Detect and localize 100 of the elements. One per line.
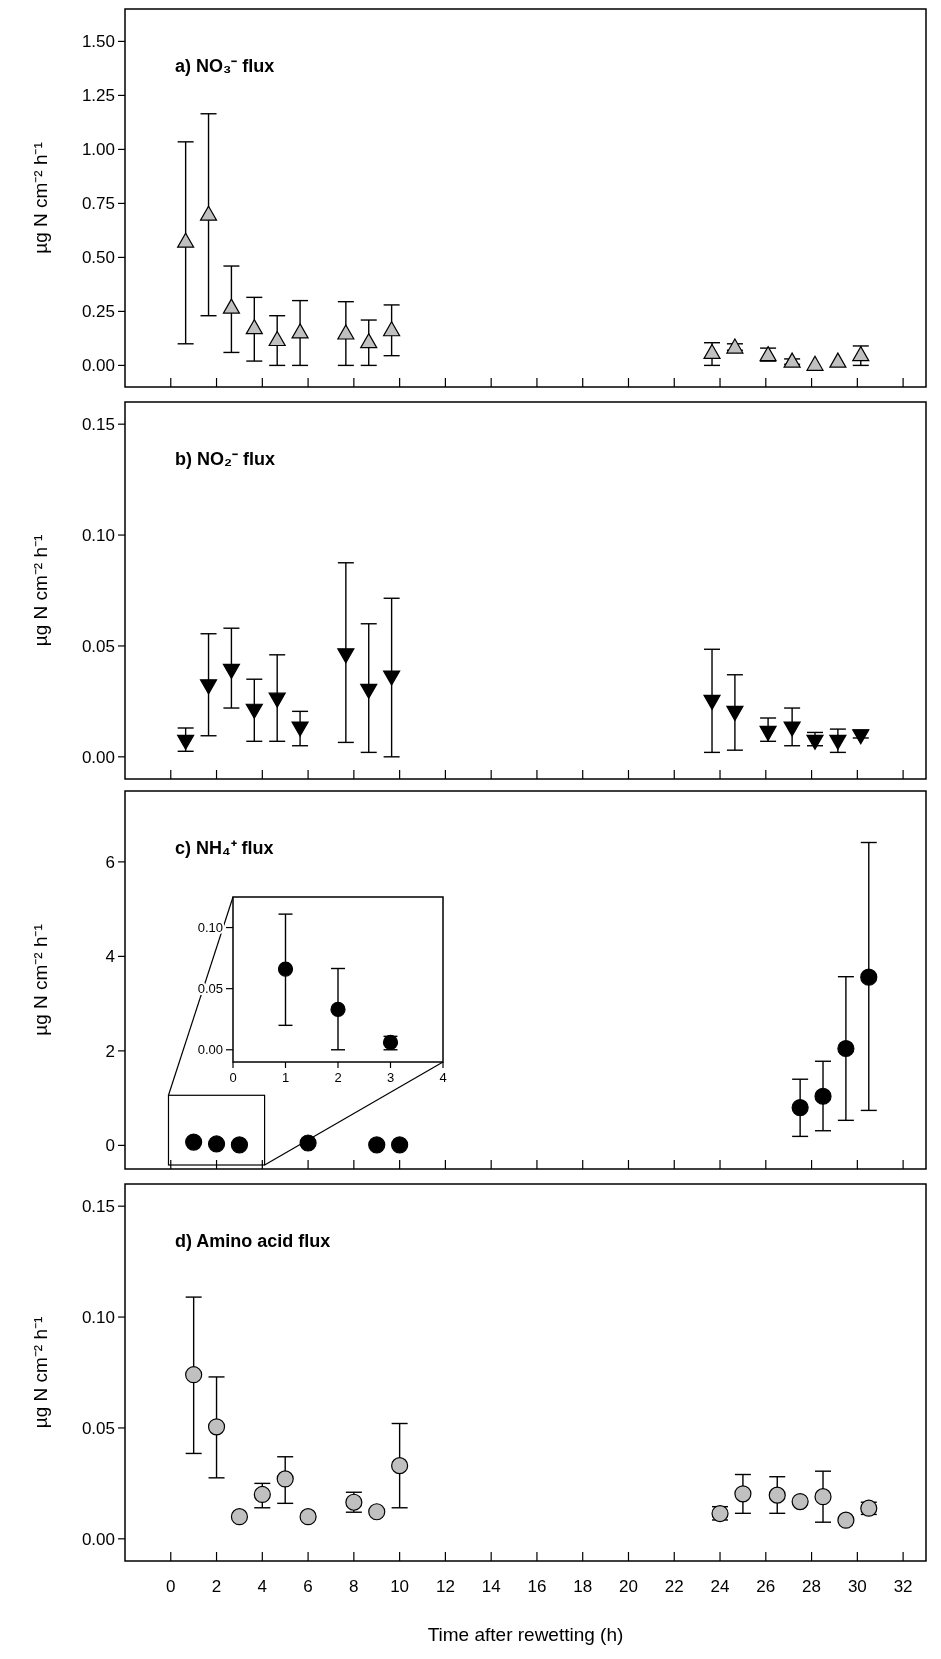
x-tick-label: 2 <box>334 1069 342 1085</box>
point <box>852 729 870 745</box>
x-tick-label: 0 <box>166 1576 176 1596</box>
point <box>759 725 777 742</box>
point <box>383 670 401 686</box>
point <box>360 333 378 349</box>
text: c) NH₄⁺ flux <box>175 838 274 858</box>
point <box>791 1098 809 1117</box>
x-tick-label: 32 <box>893 1576 913 1596</box>
point <box>360 683 378 699</box>
x-tick-label: 12 <box>435 1576 455 1596</box>
point <box>837 1511 855 1529</box>
y-tick-label: 0.05 <box>81 1418 115 1438</box>
point <box>383 321 401 337</box>
point <box>703 343 721 360</box>
point <box>222 298 241 314</box>
point <box>837 1039 855 1058</box>
point <box>291 323 309 339</box>
x-tick-label: 8 <box>349 1576 359 1596</box>
y-tick-label: 0.10 <box>81 1308 115 1328</box>
y-tick-label: 6 <box>105 852 115 872</box>
point <box>207 1418 226 1436</box>
y-tick-label: 1.25 <box>81 86 115 106</box>
y-axis-title: µg N cm⁻² h⁻¹ <box>30 534 51 647</box>
y-axis-title: µg N cm⁻² h⁻¹ <box>30 924 51 1036</box>
text: b) NO₂⁻ flux <box>175 449 275 469</box>
point <box>185 1366 203 1384</box>
y-tick-label: 1.00 <box>81 140 115 160</box>
point <box>268 330 286 347</box>
y-tick-label: 1.50 <box>81 32 115 52</box>
x-tick-label: 14 <box>481 1576 501 1596</box>
point <box>783 721 801 737</box>
x-tick-label: 28 <box>802 1576 822 1596</box>
y-axis-title: µg N cm⁻² h⁻¹ <box>30 142 51 254</box>
point <box>299 1508 317 1526</box>
point <box>291 721 309 737</box>
point <box>199 679 218 695</box>
y-tick-label: 4 <box>105 947 115 967</box>
point <box>368 1136 386 1154</box>
point <box>368 1503 386 1521</box>
x-tick-label: 10 <box>390 1576 410 1596</box>
point <box>783 352 801 368</box>
point <box>245 703 263 719</box>
y-tick-label: 0.15 <box>81 415 115 435</box>
point <box>829 352 847 368</box>
point <box>806 355 824 371</box>
point <box>337 324 355 340</box>
x-tick-label: 30 <box>847 1576 867 1596</box>
x-axis-title: Time after rewetting (h) <box>427 1624 624 1645</box>
point <box>245 319 263 335</box>
x-tick-label: 4 <box>439 1069 447 1085</box>
point <box>276 1470 294 1488</box>
text: a) NO₃⁻ flux <box>175 56 275 76</box>
point <box>199 205 218 221</box>
point <box>791 1492 809 1511</box>
point <box>768 1486 786 1504</box>
y-tick-label: 0.00 <box>81 356 115 376</box>
x-tick-label: 3 <box>386 1069 395 1085</box>
y-tick-label: 0.25 <box>81 302 115 322</box>
text: d) Amino acid flux <box>175 1231 331 1251</box>
point <box>391 1136 409 1154</box>
point <box>726 705 744 722</box>
point <box>734 1485 752 1503</box>
y-tick-label: 0.00 <box>197 1042 223 1058</box>
x-tick-label: 4 <box>257 1576 268 1596</box>
point <box>814 1087 832 1105</box>
y-tick-label: 0.00 <box>81 1529 115 1549</box>
y-tick-label: 0.75 <box>81 194 115 214</box>
point <box>703 694 721 710</box>
y-tick-label: 0 <box>105 1136 115 1156</box>
point <box>277 961 294 977</box>
point <box>829 734 847 750</box>
y-tick-label: 0.05 <box>81 636 115 656</box>
x-tick-label: 1 <box>281 1069 290 1085</box>
point <box>185 1133 203 1151</box>
y-tick-label: 0.15 <box>81 1197 115 1217</box>
point <box>391 1457 409 1475</box>
y-tick-label: 0.50 <box>81 248 115 268</box>
x-tick-label: 24 <box>710 1576 730 1596</box>
point <box>860 968 878 986</box>
point <box>222 663 241 679</box>
y-tick-label: 0.00 <box>81 747 115 767</box>
y-tick-label: 0.10 <box>81 526 115 546</box>
point <box>814 1488 832 1506</box>
point <box>337 648 355 664</box>
x-tick-label: 26 <box>756 1576 776 1596</box>
x-tick-label: 20 <box>619 1576 638 1596</box>
x-tick-label: 22 <box>664 1576 684 1596</box>
x-tick-label: 16 <box>527 1576 547 1596</box>
point <box>177 734 195 750</box>
point <box>177 232 195 248</box>
x-tick-label: 6 <box>303 1576 313 1596</box>
point <box>330 1001 346 1018</box>
x-tick-label: 0 <box>229 1069 237 1085</box>
y-tick-label: 0.10 <box>197 920 223 936</box>
point <box>253 1485 271 1504</box>
y-tick-label: 2 <box>105 1041 115 1061</box>
x-tick-label: 18 <box>573 1576 593 1596</box>
point <box>230 1136 249 1154</box>
point <box>207 1135 226 1153</box>
